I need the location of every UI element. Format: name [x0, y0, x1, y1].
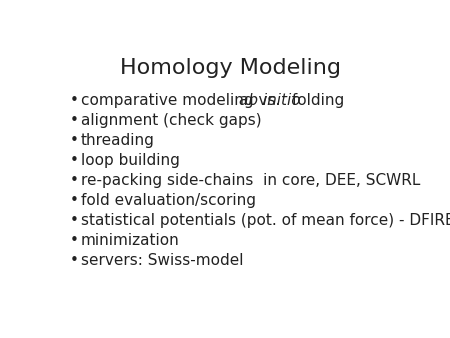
Text: •: •: [70, 113, 79, 128]
Text: minimization: minimization: [81, 233, 180, 248]
Text: fold evaluation/scoring: fold evaluation/scoring: [81, 193, 256, 208]
Text: •: •: [70, 253, 79, 268]
Text: alignment (check gaps): alignment (check gaps): [81, 113, 262, 128]
Text: •: •: [70, 133, 79, 148]
Text: ab initio: ab initio: [239, 93, 301, 108]
Text: comparative modeling vs.: comparative modeling vs.: [81, 93, 285, 108]
Text: •: •: [70, 153, 79, 168]
Text: threading: threading: [81, 133, 155, 148]
Text: •: •: [70, 173, 79, 188]
Text: statistical potentials (pot. of mean force) - DFIRE: statistical potentials (pot. of mean for…: [81, 213, 450, 228]
Text: re-packing side-chains  in core, DEE, SCWRL: re-packing side-chains in core, DEE, SCW…: [81, 173, 420, 188]
Text: •: •: [70, 93, 79, 108]
Text: •: •: [70, 213, 79, 228]
Text: folding: folding: [287, 93, 344, 108]
Text: •: •: [70, 233, 79, 248]
Text: loop building: loop building: [81, 153, 180, 168]
Text: servers: Swiss-model: servers: Swiss-model: [81, 253, 243, 268]
Text: Homology Modeling: Homology Modeling: [120, 57, 341, 77]
Text: •: •: [70, 193, 79, 208]
